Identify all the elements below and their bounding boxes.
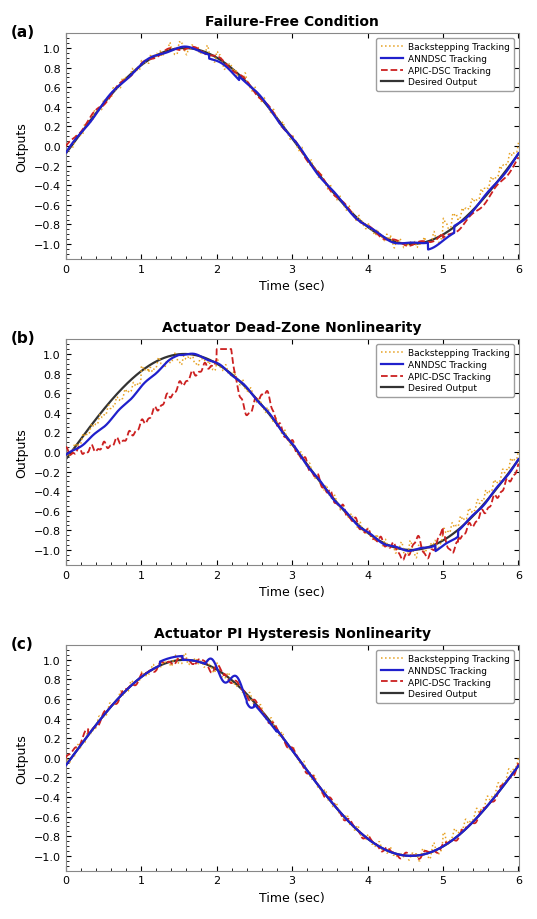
Y-axis label: Outputs: Outputs xyxy=(15,427,28,477)
Title: Actuator PI Hysteresis Nonlinearity: Actuator PI Hysteresis Nonlinearity xyxy=(154,626,431,641)
Text: (a): (a) xyxy=(11,26,35,40)
Y-axis label: Outputs: Outputs xyxy=(15,733,28,783)
Title: Failure-Free Condition: Failure-Free Condition xyxy=(205,15,379,29)
X-axis label: Time (sec): Time (sec) xyxy=(259,280,325,293)
X-axis label: Time (sec): Time (sec) xyxy=(259,585,325,598)
Text: (c): (c) xyxy=(11,637,34,652)
Text: (b): (b) xyxy=(11,331,36,346)
Legend: Backstepping Tracking, ANNDSC Tracking, APIC-DSC Tracking, Desired Output: Backstepping Tracking, ANNDSC Tracking, … xyxy=(376,650,514,703)
Legend: Backstepping Tracking, ANNDSC Tracking, APIC-DSC Tracking, Desired Output: Backstepping Tracking, ANNDSC Tracking, … xyxy=(376,39,514,92)
Title: Actuator Dead-Zone Nonlinearity: Actuator Dead-Zone Nonlinearity xyxy=(162,321,422,335)
Legend: Backstepping Tracking, ANNDSC Tracking, APIC-DSC Tracking, Desired Output: Backstepping Tracking, ANNDSC Tracking, … xyxy=(376,345,514,398)
X-axis label: Time (sec): Time (sec) xyxy=(259,891,325,904)
Y-axis label: Outputs: Outputs xyxy=(15,122,28,172)
